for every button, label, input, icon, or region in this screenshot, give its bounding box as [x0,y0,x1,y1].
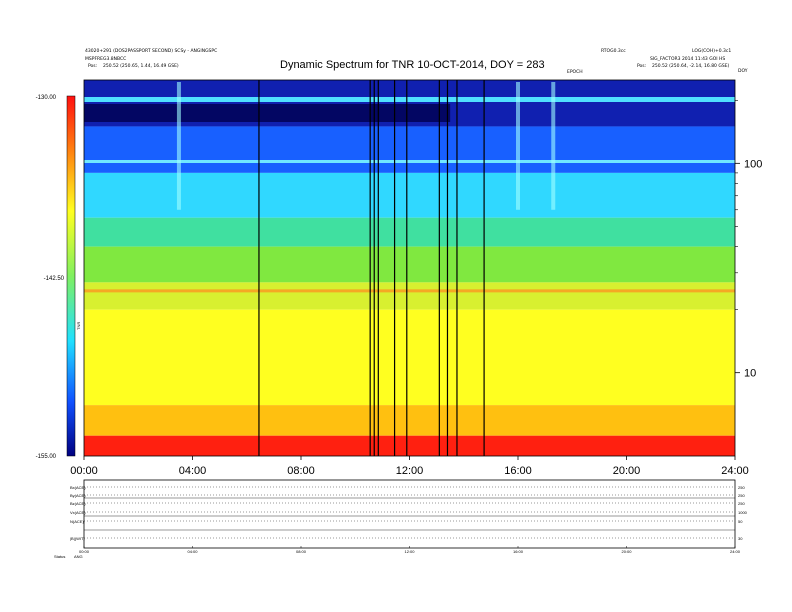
x-tick-label: 12:00 [396,465,424,477]
lower-x-tick-label: 08:00 [296,549,307,554]
colorbar-tick-bottom: -155.00 [36,454,57,460]
header-left-pos-value: 250.52 (250.65, 1.44, 16.49 GSE) [103,64,179,69]
spectrum-band [84,126,735,173]
lower-panel-right-label: 1000 [738,510,748,515]
spectrum-burst [551,82,556,210]
lower-panel-right-label: 250 [738,501,745,506]
spectrum-area [84,80,735,456]
header-left-pos-label: Pos: [88,64,98,69]
header-right-pos-label: Pos: [637,64,647,69]
lower-panel-right-label: 250 [738,485,745,490]
spectrum-dark-block [84,104,451,122]
spectrum-band [84,309,735,406]
colorbar-tick-top: -130.00 [36,95,57,101]
lower-x-tick-label: 12:00 [404,549,415,554]
lower-panel-frame [83,479,736,549]
header-left-line1: 43020+291 (DOS2PASSPORT SECOND) SCSy - A… [85,49,218,54]
lower-panel-row-label: Bz(ACE) [70,501,86,506]
lower-x-tick-label: 20:00 [621,549,632,554]
lower-panel-row-label: Bx(ACE) [70,485,86,490]
spectrum-band [84,246,735,283]
x-tick-label: 16:00 [504,465,532,477]
header-right-line2: SIG_FACTOR3 2014 11:43 GOI HS [650,57,726,62]
x-tick-label: 24:00 [721,465,749,477]
lower-panel-status-value: ANG [74,554,83,559]
header-right-pos-value: 250.52 (250.64, -2.14, 16.80 GSE) [652,64,730,69]
lower-panel-row-label: Vx(ACE) [70,510,86,515]
spectrum-stripe [84,160,735,163]
chart-title: Dynamic Spectrum for TNR 10-OCT-2014, DO… [280,59,545,71]
lower-x-tick-label: 00:00 [79,549,90,554]
x-tick-label: 04:00 [179,465,207,477]
header-corner-label: DOY [738,69,748,74]
x-axis: 00:00 04:00 08:00 12:00 16:00 20:00 24:00 [70,456,749,477]
y-axis-right: 100 10 [735,99,762,380]
lower-panel-row-label: |B|(WIT) [70,536,85,541]
spectrum-stripe [84,97,735,102]
colorbar-label: TNR [76,322,81,330]
lower-panel: Bx(ACE) By(ACE) Bz(ACE) Vx(ACE) N(ACE) |B|(WI… [54,479,748,559]
x-tick-label: 08:00 [287,465,315,477]
spectrum-band [84,217,735,247]
lower-panel-right-label: 250 [738,493,745,498]
header-right-top-left: RTOG0.3cc [601,49,626,54]
spectrum-burst [176,82,181,210]
x-tick-label: 20:00 [613,465,641,477]
header-epoch-label: EPOCH [567,70,583,75]
spectrum-ridge [84,289,735,293]
spectrum-band [84,282,735,310]
colorbar [66,95,76,457]
header-right-top-right: LOG(COH)+0.3c1 [692,49,732,54]
spectrum-burst [516,82,520,210]
lower-panel-row-label: By(ACE) [70,493,86,498]
colorbar-tick-mid: -142.50 [44,276,65,282]
lower-panel-right-label: 50 [738,519,743,524]
lower-x-tick-label: 16:00 [513,549,524,554]
lower-panel-row-label: N(ACE) [70,519,84,524]
header-left-line2: MSPFREG3.8NBCC [85,57,127,62]
x-tick-label: 00:00 [70,465,98,477]
lower-x-tick-label: 04:00 [187,549,198,554]
lower-panel-row-label: Status [54,554,65,559]
spectrum-band [84,405,735,436]
y-tick-label: 100 [744,158,762,170]
y-tick-label: 10 [744,368,756,380]
lower-x-tick-label: 24:00 [730,549,741,554]
lower-panel-right-label: 30 [738,536,743,541]
spectrum-band [84,435,735,456]
spectrum-band [84,172,735,218]
data-gap-lines [258,80,485,456]
